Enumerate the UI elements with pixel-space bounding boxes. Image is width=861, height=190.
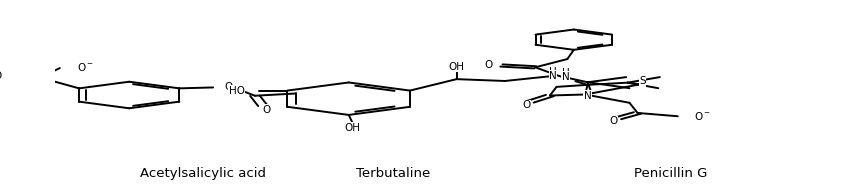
Text: N: N (561, 72, 569, 82)
Text: OH: OH (448, 62, 464, 72)
Text: Acetylsalicylic acid: Acetylsalicylic acid (139, 167, 265, 180)
Text: O: O (522, 100, 530, 110)
Text: O$^-$: O$^-$ (77, 61, 95, 73)
Text: O: O (484, 60, 492, 70)
Text: N: N (583, 91, 591, 101)
Text: O$^-$: O$^-$ (693, 110, 710, 122)
Text: O: O (224, 82, 232, 93)
Text: S: S (638, 76, 645, 86)
Text: OH: OH (344, 123, 360, 133)
Text: Penicillin G: Penicillin G (634, 167, 707, 180)
Text: HO: HO (228, 86, 245, 96)
Text: O: O (609, 116, 616, 126)
Text: O: O (263, 105, 270, 115)
Text: N: N (548, 71, 556, 81)
Text: H: H (561, 68, 569, 78)
Text: O: O (0, 71, 1, 81)
Text: Terbutaline: Terbutaline (356, 167, 430, 180)
Text: H: H (548, 67, 556, 77)
